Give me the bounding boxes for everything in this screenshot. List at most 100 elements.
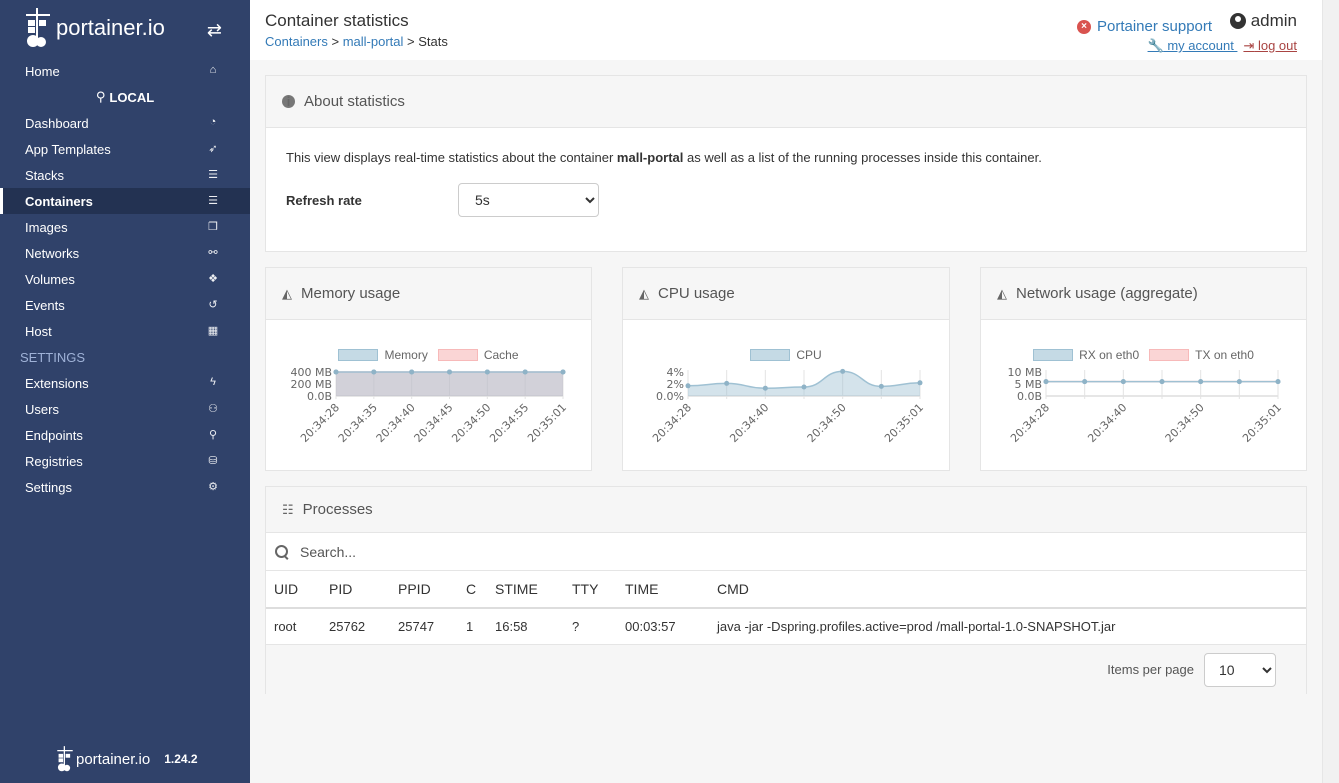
sidebar-item-volumes[interactable]: Volumes ❖ [0, 266, 250, 292]
sidebar-item-label: Extensions [25, 375, 89, 391]
sidebar-item-label: Home [25, 63, 60, 79]
sidebar-item-stacks[interactable]: Stacks ☰ [0, 162, 250, 188]
toggle-sidebar-icon[interactable]: ⇄ [206, 20, 222, 40]
column-header-tty[interactable]: TTY [564, 571, 617, 609]
data-point[interactable] [371, 369, 377, 375]
sidebar-item-events[interactable]: Events ↺ [0, 292, 250, 318]
sidebar-item-users[interactable]: Users ⚇ [0, 396, 250, 422]
cell-c: 1 [466, 619, 474, 634]
account-links: 🔧 my account ⇥ log out [1077, 38, 1297, 54]
data-point[interactable] [1082, 379, 1088, 385]
th-icon: ▦ [207, 325, 219, 337]
scrollbar[interactable] [1322, 0, 1339, 783]
x-tick-label: 20:34:28 [298, 401, 342, 445]
y-tick-label: 2% [667, 378, 684, 391]
data-point[interactable] [1236, 379, 1242, 385]
sidebar-item-endpoints[interactable]: Endpoints ⚲ [0, 422, 250, 448]
user-circle-icon [1229, 13, 1246, 29]
sidebar-item-home[interactable]: Home ⌂ [0, 58, 250, 84]
column-header-stime[interactable]: STIME [487, 571, 564, 609]
column-header-cmd[interactable]: CMD [709, 571, 1306, 609]
data-point[interactable] [840, 368, 846, 374]
data-point[interactable] [878, 383, 884, 389]
y-tick-label: 10 MB [1007, 366, 1042, 379]
clone-icon: ❐ [208, 221, 218, 233]
sidebar-item-app-templates[interactable]: App Templates ➶ [0, 136, 250, 162]
column-header-c[interactable]: C [458, 571, 487, 609]
portainer-logo-icon [26, 8, 50, 47]
y-tick-label: 0.0B [1017, 390, 1042, 403]
items-per-page-select[interactable]: 10 [1204, 652, 1276, 687]
my-account-link[interactable]: 🔧 my account [1148, 38, 1238, 53]
legend-item[interactable]: CPU [750, 348, 822, 362]
data-point[interactable] [685, 383, 691, 389]
column-header-ppid[interactable]: PPID [390, 571, 458, 609]
data-point[interactable] [1120, 379, 1126, 385]
legend-item[interactable]: Cache [437, 348, 519, 362]
data-point[interactable] [484, 369, 490, 375]
breadcrumb-container-link[interactable]: mall-portal [342, 34, 404, 49]
legend-item[interactable]: TX on eth0 [1149, 348, 1254, 362]
column-header-time[interactable]: TIME [617, 571, 709, 609]
data-point[interactable] [1043, 379, 1049, 385]
sidebar-item-dashboard[interactable]: Dashboard ◔ [0, 110, 250, 136]
database-icon: ⛁ [208, 455, 218, 467]
data-point[interactable] [522, 369, 528, 375]
data-point[interactable] [409, 369, 415, 375]
home-icon: ⌂ [209, 64, 217, 76]
legend-swatch [1033, 349, 1074, 361]
breadcrumb-separator: > [331, 34, 340, 49]
server-icon: ☰ [208, 195, 218, 207]
data-point[interactable] [1198, 379, 1204, 385]
data-point[interactable] [801, 384, 807, 390]
sidebar-item-images[interactable]: Images ❐ [0, 214, 250, 240]
breadcrumb: Containers > mall-portal > Stats [265, 34, 448, 49]
data-point[interactable] [762, 385, 768, 391]
area-chart-icon: ◭ [282, 285, 292, 301]
data-point[interactable] [447, 369, 452, 375]
sidebar-item-networks[interactable]: Networks ⚯ [0, 240, 250, 266]
legend-item[interactable]: RX on eth0 [1033, 348, 1139, 362]
cell-uid: root [274, 619, 297, 634]
page-header: Container statistics Containers > mall-p… [250, 0, 1322, 60]
dashboard-icon: ◔ [209, 116, 217, 128]
refresh-rate-select[interactable]: 5s [458, 183, 599, 217]
sidebar-item-label: Endpoints [25, 427, 83, 443]
column-header-uid[interactable]: UID [266, 571, 321, 609]
log-out-link[interactable]: ⇥ log out [1243, 38, 1297, 53]
legend-item[interactable]: Memory [338, 348, 428, 362]
x-tick-label: 20:34:50 [449, 401, 493, 445]
data-point[interactable] [1275, 379, 1281, 385]
sidebar-item-registries[interactable]: Registries ⛁ [0, 448, 250, 474]
memory-usage-widget: ◭ Memory usage Memory Cache 400 MB 200 MB 0.… [265, 267, 592, 471]
portainer-support-link[interactable]: × Portainer support [1076, 18, 1212, 35]
data-point[interactable] [333, 369, 339, 375]
portainer-footer-logo-icon [57, 746, 73, 772]
cell-pid: 25762 [329, 619, 366, 634]
portainer-logo[interactable]: portainer.io [24, 8, 165, 48]
legend-swatch [437, 349, 478, 361]
sidebar-item-host[interactable]: Host ▦ [0, 318, 250, 344]
tasks-icon: ☷ [282, 501, 294, 517]
items-per-page-label: Items per page [1107, 662, 1194, 677]
sidebar-item-label: Events [25, 297, 65, 313]
column-header-pid[interactable]: PID [321, 571, 390, 609]
data-point[interactable] [917, 380, 923, 386]
search-input[interactable] [300, 543, 1200, 560]
plug-icon: ⚲ [95, 89, 106, 104]
legend-swatch [1149, 349, 1190, 361]
sidebar: portainer.io ⇄ Home ⌂ ⚲ LOCAL Dashboard ◔ A… [0, 0, 250, 783]
bolt-icon: ϟ [210, 376, 216, 388]
data-point[interactable] [1159, 379, 1165, 385]
y-tick-label: 400 MB [290, 366, 332, 379]
chart-legend: Memory Cache [266, 348, 591, 362]
data-point[interactable] [724, 380, 730, 386]
sidebar-item-containers[interactable]: Containers ☰ [0, 188, 250, 214]
data-point[interactable] [560, 369, 566, 375]
sitemap-icon: ⚯ [208, 247, 218, 259]
breadcrumb-containers-link[interactable]: Containers [265, 34, 328, 49]
sidebar-item-extensions[interactable]: Extensions ϟ [0, 370, 250, 396]
sidebar-item-settings[interactable]: Settings ⚙ [0, 474, 250, 500]
